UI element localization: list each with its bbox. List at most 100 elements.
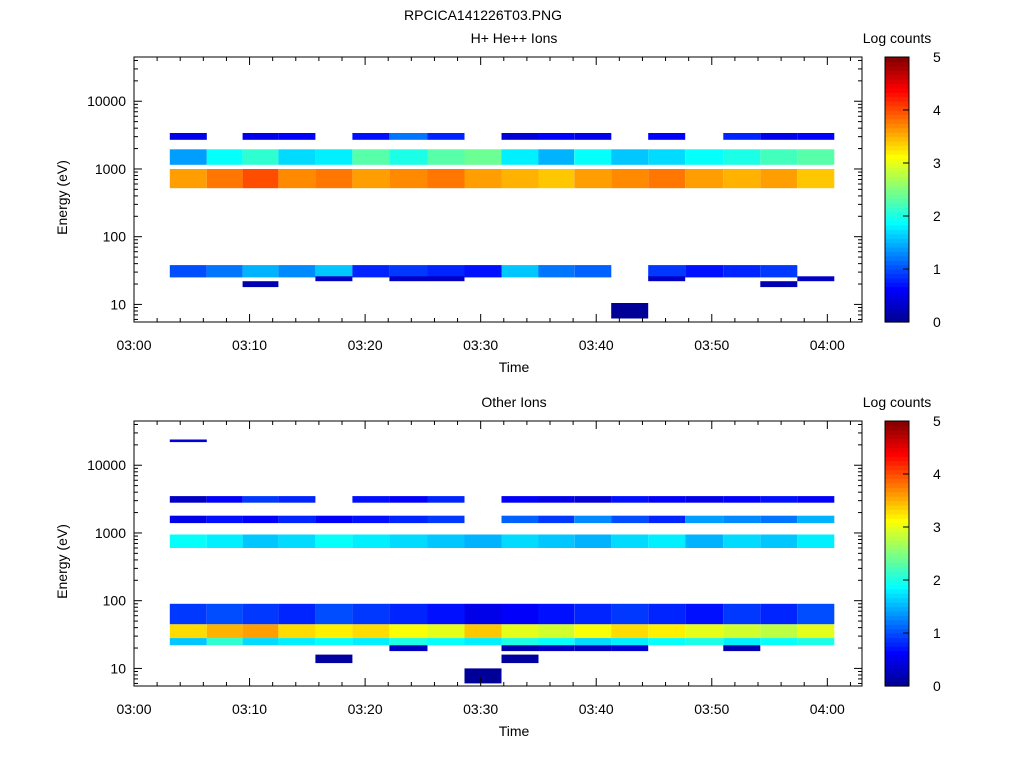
colorbar-step xyxy=(885,105,909,111)
heatmap-cell xyxy=(760,534,798,548)
colorbar-step xyxy=(885,527,909,533)
colorbar-step xyxy=(885,127,909,133)
colorbar-step xyxy=(885,628,909,634)
heatmap-cell xyxy=(169,439,207,443)
heatmap-cell xyxy=(685,265,724,278)
heatmap-cell xyxy=(611,603,649,625)
x-tick-label: 03:40 xyxy=(579,701,614,717)
x-tick-label: 03:20 xyxy=(348,337,383,353)
heatmap-cells xyxy=(169,133,835,319)
colorbar-step xyxy=(885,650,909,656)
heatmap-cell xyxy=(315,624,353,639)
heatmap-cells xyxy=(169,439,835,684)
heatmap-cell xyxy=(352,496,390,503)
heatmap-cell xyxy=(538,149,575,165)
heatmap-cell xyxy=(797,169,835,189)
colorbar-step xyxy=(885,140,909,146)
heatmap-cell xyxy=(538,534,575,548)
heatmap-cell xyxy=(427,133,465,140)
heatmap-cell xyxy=(501,169,539,189)
heatmap-cell xyxy=(242,169,279,189)
heatmap-cell xyxy=(574,496,612,503)
colorbar-step xyxy=(885,114,909,120)
heatmap-cell xyxy=(574,515,612,524)
heatmap-cell xyxy=(760,638,798,646)
heatmap-cell xyxy=(315,638,353,646)
colorbar-step xyxy=(885,61,909,67)
heatmap-cell xyxy=(501,645,539,652)
colorbar-step xyxy=(885,518,909,524)
heatmap-cell xyxy=(464,534,502,548)
heatmap-cell xyxy=(611,169,649,189)
heatmap-cell xyxy=(206,603,243,625)
heatmap-cell xyxy=(648,276,686,282)
y-tick-label: 1000 xyxy=(95,525,126,541)
colorbar-tick-label: 5 xyxy=(933,49,941,65)
colorbar-step xyxy=(885,273,909,279)
heatmap-cell xyxy=(315,515,353,524)
heatmap-cell xyxy=(760,624,798,639)
colorbar-step xyxy=(885,615,909,621)
heatmap-cell xyxy=(352,603,390,625)
heatmap-cell xyxy=(206,149,243,165)
y-tick-label: 100 xyxy=(103,229,127,245)
x-tick-label: 03:30 xyxy=(463,701,498,717)
colorbar-step xyxy=(885,313,909,319)
colorbar-step xyxy=(885,304,909,310)
heatmap-cell xyxy=(501,654,539,664)
y-axis: 10 100 1000 10000 xyxy=(87,423,862,684)
heatmap-cell xyxy=(501,515,539,524)
heatmap-cell xyxy=(685,496,724,503)
heatmap-cell xyxy=(760,149,798,165)
y-tick-label: 10 xyxy=(110,296,126,312)
colorbar-step xyxy=(885,566,909,572)
colorbar-step xyxy=(885,92,909,98)
heatmap-cell xyxy=(611,149,649,165)
y-tick-label: 1000 xyxy=(95,161,126,177)
x-tick-label: 04:00 xyxy=(810,701,845,717)
colorbar-step xyxy=(885,487,909,493)
colorbar-step xyxy=(885,180,909,186)
colorbar-step xyxy=(885,681,909,687)
colorbar-step xyxy=(885,478,909,484)
heatmap-cell xyxy=(538,265,575,278)
colorbar-step xyxy=(885,535,909,541)
colorbar-step xyxy=(885,185,909,191)
colorbar-tick-label: 3 xyxy=(933,519,941,535)
colorbar-step xyxy=(885,220,909,226)
heatmap-cell xyxy=(169,149,207,165)
heatmap-cell xyxy=(427,169,465,189)
colorbar-step xyxy=(885,216,909,222)
heatmap-cell xyxy=(723,603,761,625)
colorbar-step xyxy=(885,79,909,85)
heatmap-cell xyxy=(242,265,279,278)
heatmap-cell xyxy=(427,515,465,524)
heatmap-cell xyxy=(501,534,539,548)
colorbar-step xyxy=(885,482,909,488)
heatmap-cell xyxy=(315,149,353,165)
colorbar-step xyxy=(885,171,909,177)
heatmap-cell xyxy=(464,638,502,646)
heatmap-cell xyxy=(315,265,353,278)
colorbar-step xyxy=(885,167,909,173)
colorbar-step xyxy=(885,562,909,568)
heatmap-cell xyxy=(538,624,575,639)
colorbar-step xyxy=(885,593,909,599)
colorbar-step xyxy=(885,637,909,643)
colorbar-step xyxy=(885,606,909,612)
colorbar-step xyxy=(885,421,909,427)
x-axis: 03:00 03:10 03:20 03:30 03:40 03:50 04:00 xyxy=(116,421,851,717)
heatmap-cell xyxy=(501,265,539,278)
heatmap-cell xyxy=(352,534,390,548)
heatmap-cell xyxy=(315,603,353,625)
heatmap-cell xyxy=(278,515,316,524)
heatmap-cell xyxy=(760,133,798,140)
colorbar-step xyxy=(885,242,909,248)
heatmap-cell xyxy=(427,149,465,165)
colorbar-step xyxy=(885,207,909,213)
colorbar-step xyxy=(885,202,909,208)
x-tick-label: 03:20 xyxy=(348,701,383,717)
heatmap-cell xyxy=(278,534,316,548)
colorbar-step xyxy=(885,540,909,546)
